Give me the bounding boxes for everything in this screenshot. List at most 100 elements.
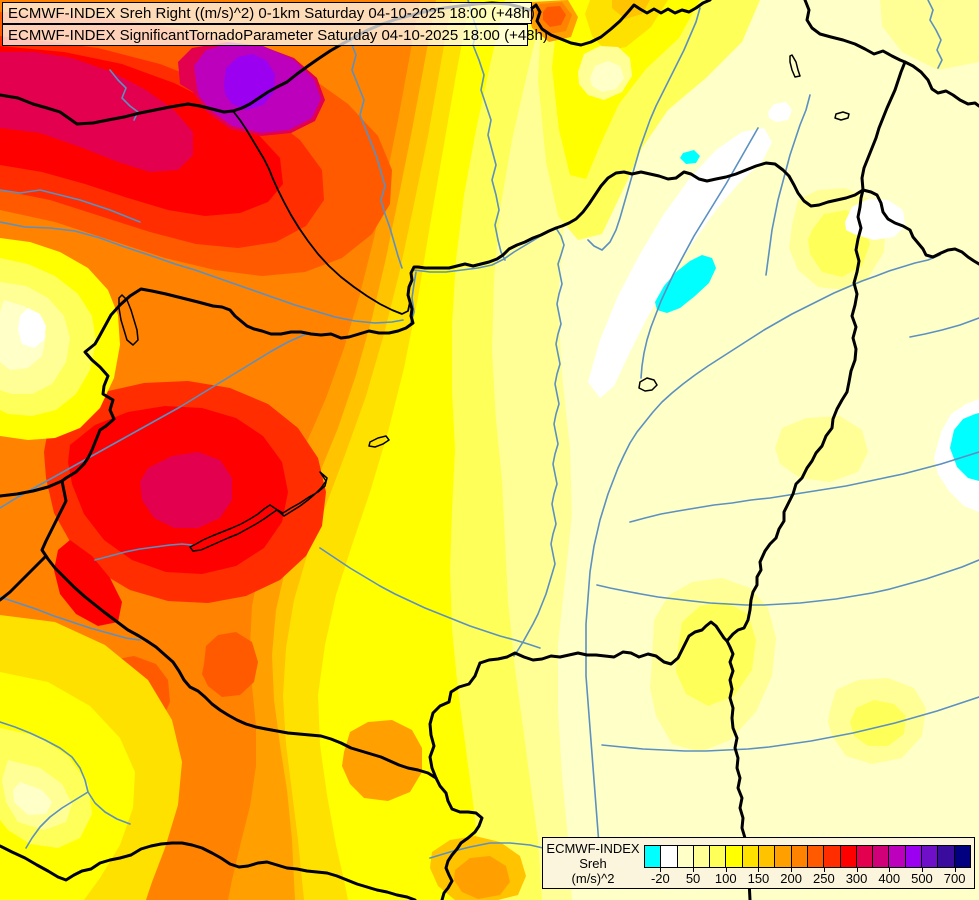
rivers: [0, 0, 979, 859]
contour-band: [655, 255, 716, 313]
river-sio: [319, 547, 541, 649]
border-hungary-romania: [725, 188, 865, 643]
legend-title: ECMWF-INDEX Sreh (m/s)^2: [543, 841, 643, 886]
legend-tick: [660, 868, 662, 872]
contour-band: [680, 150, 700, 164]
contour-band: [342, 720, 422, 801]
legend-cell: [840, 845, 857, 868]
border-hungary-croatia-drava: [145, 639, 438, 780]
legend-title-line-2: Sreh: [579, 856, 607, 871]
river-mura: [0, 596, 141, 641]
contour-band: [880, 0, 979, 70]
legend-cell: [742, 845, 760, 868]
river-raba: [0, 333, 307, 509]
legend-tick-label: 250: [812, 871, 835, 886]
legend-tick-label: -20: [650, 871, 670, 886]
legend-cell: [905, 845, 923, 868]
river-danube-hu: [513, 227, 565, 657]
border-croatia-bosnia-sava: [0, 841, 417, 900]
river: [0, 189, 141, 223]
legend-cell: [726, 845, 743, 868]
border-romania-serbia: [725, 639, 752, 900]
legend-tick: [823, 868, 825, 872]
legend-tick: [921, 868, 923, 872]
legend-cell: [856, 845, 874, 868]
map-title-text-2: ECMWF-INDEX SignificantTornadoParameter …: [8, 27, 548, 44]
river: [0, 721, 131, 825]
river-hernad: [765, 94, 811, 276]
legend-tick-label: 500: [911, 871, 933, 886]
legend-cell: [873, 845, 890, 868]
border-hungary-ukraine: [861, 188, 979, 266]
legend-cell: [661, 845, 678, 868]
legend-tick: [954, 868, 956, 872]
legend-box: ECMWF-INDEX Sreh (m/s)^2 -20 50 100 150 200 2…: [542, 837, 975, 889]
river-maros: [601, 696, 979, 752]
legend-tick: [758, 868, 760, 872]
legend-cell: [938, 845, 955, 868]
contour-band: [202, 632, 258, 697]
legend-tick: [693, 868, 695, 872]
contour-band: [140, 452, 232, 528]
legend-cell: [677, 845, 694, 868]
river: [927, 0, 943, 69]
contour-band: [768, 102, 792, 122]
legend-tick: [791, 868, 793, 872]
river-bodrog: [640, 127, 759, 379]
contour-band: [543, 6, 566, 27]
border-slovenia-croatia: [0, 554, 48, 602]
legend-tick-label: 700: [943, 871, 966, 886]
legend-tick: [889, 868, 891, 872]
border-hungary-serbia: [478, 620, 729, 666]
river: [429, 842, 544, 859]
border-slovakia-poland-ukraine: [803, 0, 979, 108]
contour-band: [18, 308, 46, 348]
border-austria-west: [0, 479, 64, 498]
river: [909, 317, 979, 338]
river-hron: [587, 7, 701, 251]
border-slovenia-hungary: [40, 479, 149, 643]
legend-cell: [710, 845, 727, 868]
contour-band: [775, 416, 868, 482]
river: [25, 791, 89, 849]
legend-tick-label: 400: [878, 871, 901, 886]
map-title-text-1: ECMWF-INDEX Sreh Right ((m/s)^2) 0-1km S…: [8, 5, 535, 22]
border-slovakia-ukraine: [860, 60, 907, 192]
river: [409, 271, 417, 326]
legend-tick-label: 100: [714, 871, 737, 886]
river-zala: [94, 543, 193, 561]
legend-title-line-1: ECMWF-INDEX: [546, 841, 640, 856]
border-austria-slovakia-morava: [232, 110, 411, 315]
legend-cell: [775, 845, 792, 868]
legend-tick-label: 150: [747, 871, 770, 886]
lake-small: [834, 111, 850, 121]
map-title-line-2: ECMWF-INDEX SignificantTornadoParameter …: [2, 24, 548, 46]
legend-cell: [644, 845, 662, 868]
legend-tick: [725, 868, 727, 872]
river-danube-border: [413, 229, 553, 273]
river-koros-north: [629, 451, 979, 523]
legend-tick-label: 200: [780, 871, 802, 886]
map-title-line-1: ECMWF-INDEX Sreh Right ((m/s)^2) 0-1km S…: [2, 2, 535, 24]
legend-title-line-3: (m/s)^2: [571, 871, 615, 886]
lake-velence: [368, 435, 390, 448]
legend-tick: [856, 868, 858, 872]
contour-band: [54, 540, 122, 626]
legend-tick-label: 300: [845, 871, 868, 886]
legend-cell: [954, 845, 971, 868]
contour-band: [950, 413, 979, 481]
legend-colorbar-ticks: [644, 868, 971, 872]
contour-band: [0, 52, 193, 172]
legend-cell: [791, 845, 808, 868]
legend-cell: [693, 845, 711, 868]
lake-balaton: [189, 471, 328, 552]
contour-band: [590, 61, 624, 92]
contour-band: [454, 856, 510, 899]
legend-cell: [759, 845, 776, 868]
legend-cell: [889, 845, 906, 868]
legend-colorbar-labels: -20 50 100 150 200 250 300 400 500 700: [644, 871, 971, 887]
